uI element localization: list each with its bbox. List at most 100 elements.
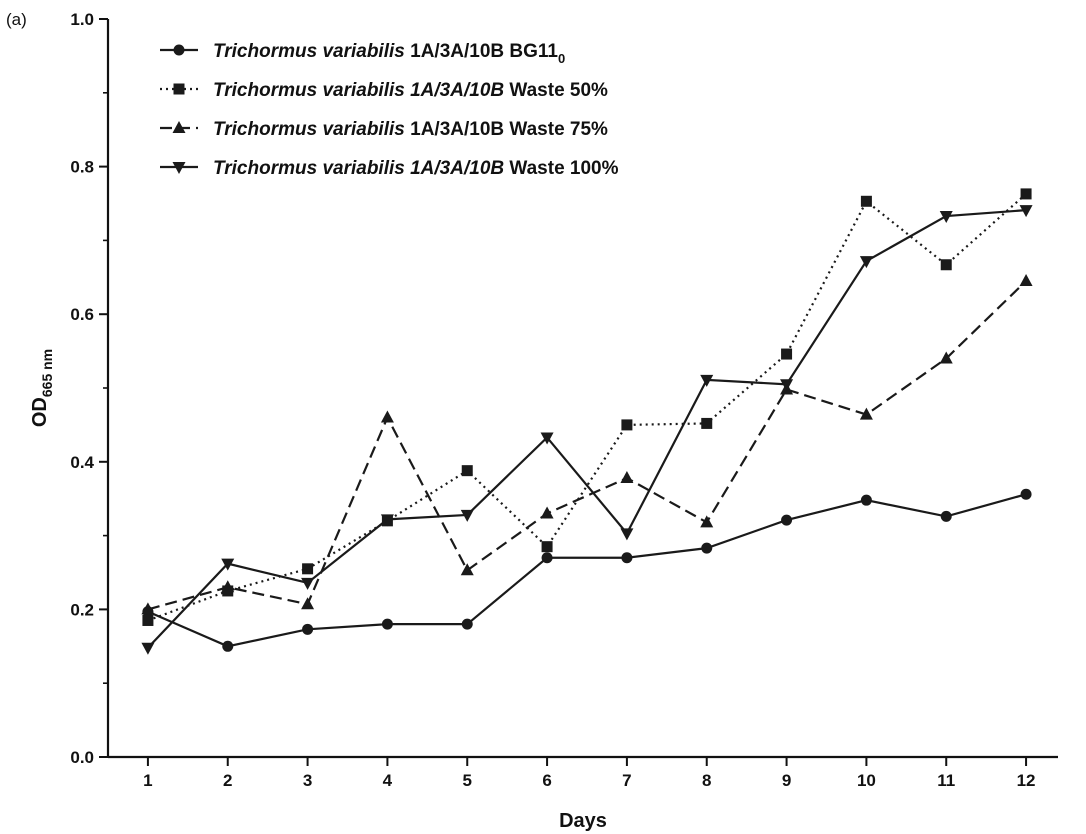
legend-label: Trichormus variabilis 1A/3A/10B Waste 10… bbox=[213, 158, 619, 179]
series-1-point bbox=[621, 552, 633, 564]
x-tick-label: 3 bbox=[303, 771, 312, 790]
series-2-point bbox=[701, 417, 713, 429]
series-4-point bbox=[141, 642, 155, 655]
series-3-point bbox=[221, 580, 235, 593]
legend: Trichormus variabilis 1A/3A/10B BG110Tri… bbox=[160, 41, 619, 179]
series-1-point bbox=[781, 514, 793, 526]
series-2-point bbox=[142, 614, 154, 626]
series-4 bbox=[141, 205, 1033, 655]
legend-marker bbox=[172, 121, 186, 133]
series-4-point bbox=[221, 558, 235, 571]
series-1-point bbox=[860, 494, 872, 506]
series-2-point bbox=[302, 563, 314, 575]
series-1-point bbox=[701, 542, 713, 554]
series-3-point bbox=[859, 407, 873, 420]
series-3-line bbox=[147, 280, 1027, 611]
series-2-point bbox=[940, 259, 952, 271]
legend-item-2: Trichormus variabilis 1A/3A/10B Waste 50… bbox=[160, 80, 608, 101]
series-3-point bbox=[380, 410, 394, 423]
series-4-line bbox=[147, 209, 1027, 649]
series-4-point bbox=[540, 432, 554, 445]
panel-label: (a) bbox=[6, 10, 27, 29]
series-1-point bbox=[541, 552, 553, 564]
legend-label: Trichormus variabilis 1A/3A/10B Waste 50… bbox=[213, 80, 608, 101]
x-tick-label: 6 bbox=[542, 771, 551, 790]
series-2-point bbox=[621, 419, 633, 431]
series-3-point bbox=[301, 597, 315, 610]
x-tick-label: 1 bbox=[143, 771, 152, 790]
series-4-point bbox=[1019, 205, 1033, 218]
x-tick-label: 4 bbox=[383, 771, 393, 790]
series-4-point bbox=[700, 374, 714, 387]
series-1-point bbox=[302, 623, 314, 635]
series-4-point bbox=[460, 509, 474, 522]
legend-item-1: Trichormus variabilis 1A/3A/10B BG110 bbox=[160, 41, 565, 66]
legend-label-normal: 1A/3A/10B Waste 75% bbox=[405, 119, 608, 140]
legend-label-normal: Waste 50% bbox=[504, 80, 608, 101]
y-tick-label: 1.0 bbox=[70, 10, 94, 29]
series-3-point bbox=[700, 515, 714, 528]
legend-item-4: Trichormus variabilis 1A/3A/10B Waste 10… bbox=[160, 158, 619, 179]
legend-label-italic: Trichormus variabilis bbox=[213, 119, 405, 140]
x-tick-label: 7 bbox=[622, 771, 631, 790]
series-4-point bbox=[939, 211, 953, 224]
series-1-point bbox=[381, 618, 393, 630]
series-4-point bbox=[780, 379, 794, 392]
x-tick-label: 5 bbox=[463, 771, 472, 790]
series-1-point bbox=[222, 640, 234, 652]
legend-label-italic: Trichormus variabilis 1A/3A/10B bbox=[213, 80, 504, 101]
series-3-point bbox=[1019, 273, 1033, 286]
legend-marker bbox=[173, 83, 185, 95]
series-1-line bbox=[147, 493, 1027, 648]
legend-label-normal: Waste 100% bbox=[504, 158, 619, 179]
series-3-point bbox=[620, 471, 634, 484]
series-3 bbox=[141, 273, 1033, 615]
series-2-line bbox=[147, 193, 1027, 622]
x-tick-label: 11 bbox=[937, 771, 955, 790]
legend-label: Trichormus variabilis 1A/3A/10B BG110 bbox=[213, 41, 565, 66]
series-2-point bbox=[541, 541, 553, 553]
series-3-point bbox=[939, 351, 953, 364]
legend-label: Trichormus variabilis 1A/3A/10B Waste 75… bbox=[213, 119, 608, 140]
series-1-point bbox=[1020, 488, 1032, 500]
series-3-point bbox=[141, 602, 155, 615]
series-1-point bbox=[461, 618, 473, 630]
series-2-point bbox=[461, 465, 473, 477]
x-tick-label: 12 bbox=[1017, 771, 1036, 790]
legend-label-italic: Trichormus variabilis bbox=[213, 41, 405, 62]
series-1-point bbox=[940, 510, 952, 522]
series-2-point bbox=[1020, 188, 1032, 200]
series-4-point bbox=[380, 514, 394, 527]
legend-label-italic: Trichormus variabilis 1A/3A/10B bbox=[213, 158, 504, 179]
y-tick-label: 0.0 bbox=[70, 748, 94, 767]
x-tick-label: 10 bbox=[857, 771, 876, 790]
y-tick-label: 0.8 bbox=[70, 158, 94, 177]
series-4-point bbox=[620, 528, 634, 541]
legend-label-normal: 1A/3A/10B BG11 bbox=[405, 41, 559, 62]
y-axis-title: OD665 nm bbox=[29, 349, 55, 427]
y-tick-label: 0.2 bbox=[70, 600, 94, 619]
series-3-point bbox=[540, 506, 554, 519]
legend-label-subscript: 0 bbox=[558, 51, 565, 66]
series-layer bbox=[141, 188, 1033, 655]
series-1 bbox=[142, 488, 1032, 652]
y-tick-label: 0.6 bbox=[70, 305, 94, 324]
x-tick-label: 8 bbox=[702, 771, 711, 790]
series-2-point bbox=[781, 348, 793, 360]
legend-marker bbox=[173, 44, 185, 56]
y-tick-label: 0.4 bbox=[70, 453, 94, 472]
series-4-point bbox=[859, 256, 873, 269]
series-2 bbox=[142, 188, 1032, 626]
legend-item-3: Trichormus variabilis 1A/3A/10B Waste 75… bbox=[160, 119, 608, 140]
x-tick-label: 9 bbox=[782, 771, 791, 790]
x-tick-label: 2 bbox=[223, 771, 232, 790]
y-axis-title-subscript: 665 nm bbox=[39, 349, 55, 397]
y-axis-title-main: OD bbox=[29, 397, 51, 427]
legend-marker bbox=[172, 162, 186, 174]
series-2-point bbox=[860, 195, 872, 207]
series-4-point bbox=[301, 577, 315, 590]
series-3-point bbox=[460, 563, 474, 576]
axes: 0.00.20.40.60.81.01 2 3 4 5 6 7 8 9 10 11 12DaysOD6… bbox=[29, 10, 1058, 832]
x-axis-title: Days bbox=[559, 810, 607, 832]
